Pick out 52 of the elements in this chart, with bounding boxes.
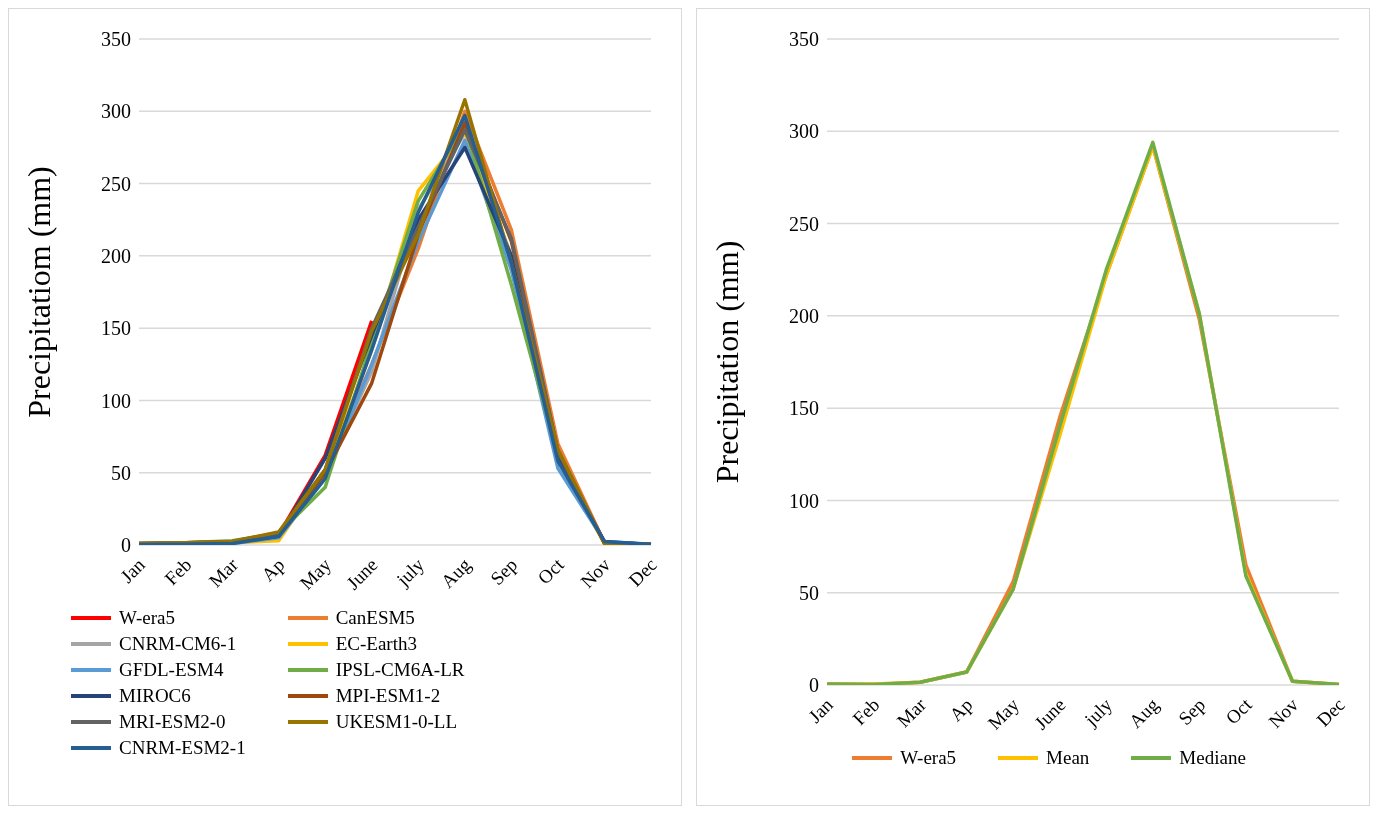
x-tick-label: Aug <box>436 553 476 593</box>
y-tick-label: 100 <box>789 489 819 512</box>
y-tick-label: 300 <box>101 100 131 123</box>
x-tick-label: Dec <box>624 554 661 591</box>
x-tick-label: May <box>295 553 336 594</box>
x-tick-label: Ap <box>945 694 977 726</box>
y-axis-title: Precipitation (mm) <box>709 240 746 484</box>
legend-label: Mediane <box>1179 747 1246 769</box>
y-tick-label: 100 <box>101 389 131 412</box>
y-tick-label: 250 <box>101 172 131 195</box>
y-tick-label: 150 <box>789 397 819 420</box>
x-tick-label: Nov <box>576 553 615 593</box>
x-tick-label: Mar <box>892 693 931 732</box>
x-tick-label: Aug <box>1124 693 1164 733</box>
legend-label: MPI-ESM1-2 <box>335 685 441 707</box>
x-tick-label: Ap <box>257 554 289 586</box>
x-tick-label: Sep <box>1174 694 1210 730</box>
y-tick-label: 200 <box>789 304 819 327</box>
legend-label: UKESM1-0-LL <box>335 711 458 733</box>
y-tick-label: 300 <box>789 120 819 143</box>
x-tick-label: Sep <box>486 554 522 590</box>
x-tick-label: May <box>983 693 1024 734</box>
x-tick-label: Mar <box>204 553 243 592</box>
y-tick-label: 200 <box>101 244 131 267</box>
x-tick-label: June <box>342 554 382 594</box>
y-tick-label: 50 <box>799 581 819 604</box>
x-tick-label: Feb <box>160 554 196 590</box>
x-tick-label: Dec <box>1312 694 1349 731</box>
legend-label: CNRM-ESM2-1 <box>119 737 246 759</box>
y-axis-title: Precipitatiom (mm) <box>21 166 58 418</box>
legend-label: IPSL-CM6A-LR <box>335 659 465 681</box>
x-tick-label: Feb <box>848 694 884 730</box>
legend-label: MRI-ESM2-0 <box>119 711 226 733</box>
y-tick-label: 250 <box>789 212 819 235</box>
legend-label: GFDL-ESM4 <box>119 659 224 681</box>
y-tick-label: 350 <box>789 28 819 51</box>
legend-label: Mean <box>1046 747 1090 769</box>
legend-label: MIROC6 <box>119 685 191 707</box>
legend-label: CNRM-CM6-1 <box>119 633 237 655</box>
legend-label: W-era5 <box>119 607 175 629</box>
y-tick-label: 350 <box>101 28 131 51</box>
x-tick-label: Nov <box>1264 693 1303 733</box>
x-tick-label: Oct <box>1221 693 1257 729</box>
y-tick-label: 150 <box>101 317 131 340</box>
x-tick-label: Oct <box>533 553 569 589</box>
legend-label: EC-Earth3 <box>335 633 417 655</box>
legend-label: W-era5 <box>900 747 957 769</box>
x-tick-label: july <box>391 553 429 591</box>
x-tick-label: july <box>1079 693 1117 731</box>
x-tick-label: June <box>1030 694 1070 734</box>
y-tick-label: 50 <box>111 461 131 484</box>
legend-label: CanESM5 <box>335 607 415 629</box>
